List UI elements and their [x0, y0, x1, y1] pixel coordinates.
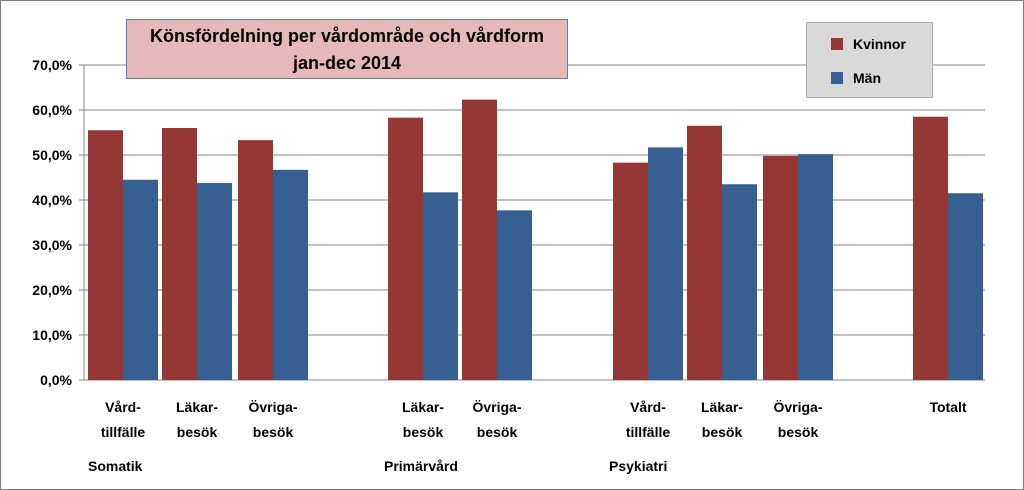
bar-kvinnor: [613, 162, 648, 380]
bar-man: [123, 179, 158, 380]
x-category-label: besök: [702, 424, 743, 440]
y-tick-label: 20,0%: [32, 282, 72, 298]
bar-man: [648, 147, 683, 380]
bar-man: [798, 154, 833, 380]
x-category-label: Totalt: [929, 399, 966, 415]
bar-kvinnor: [388, 117, 423, 381]
chart-subtitle: jan-dec 2014: [292, 53, 402, 73]
bar-kvinnor: [687, 125, 722, 380]
x-group-label: Primärvård: [384, 458, 458, 474]
bar-man: [423, 192, 458, 380]
y-tick-label: 40,0%: [32, 192, 72, 208]
x-category-label: Vård-: [105, 399, 141, 415]
y-tick-label: 50,0%: [32, 147, 72, 163]
x-category-label: Läkar-: [402, 399, 444, 415]
bar-man: [497, 210, 532, 380]
x-group-label: Psykiatri: [609, 458, 667, 474]
bar-man: [197, 182, 232, 380]
x-category-label: Läkar-: [176, 399, 218, 415]
x-category-label: Övriga-: [248, 399, 297, 415]
bar-man: [948, 193, 983, 380]
y-tick-label: 0,0%: [40, 372, 72, 388]
x-category-label: besök: [778, 424, 819, 440]
legend-label-man: Män: [853, 70, 881, 86]
bar-kvinnor: [162, 128, 197, 380]
y-tick-label: 30,0%: [32, 237, 72, 253]
legend-swatch-man: [831, 72, 843, 84]
x-category-label: Övriga-: [472, 399, 521, 415]
y-tick-label: 10,0%: [32, 327, 72, 343]
chart-title-box: Könsfördelning per vårdområde och vårdfo…: [126, 19, 568, 79]
chart-legend: Kvinnor Män: [806, 22, 933, 98]
bar-kvinnor: [913, 116, 948, 380]
x-group-label: Somatik: [88, 458, 143, 474]
x-category-label: besök: [403, 424, 444, 440]
bar-kvinnor: [88, 130, 123, 380]
bar-kvinnor: [462, 99, 497, 381]
x-category-label: besök: [253, 424, 294, 440]
bar-man: [722, 184, 757, 380]
bar-kvinnor: [238, 140, 273, 380]
x-category-label: Övriga-: [773, 399, 822, 415]
legend-item-kvinnor: Kvinnor: [831, 36, 906, 52]
x-category-label: tillfälle: [101, 424, 146, 440]
x-category-label: tillfälle: [626, 424, 671, 440]
x-category-label: besök: [177, 424, 218, 440]
legend-item-man: Män: [831, 70, 881, 86]
legend-label-kvinnor: Kvinnor: [853, 36, 906, 52]
x-category-label: besök: [477, 424, 518, 440]
bar-kvinnor: [763, 155, 798, 380]
x-category-label: Läkar-: [701, 399, 743, 415]
legend-swatch-kvinnor: [831, 38, 843, 50]
bar-man: [273, 169, 308, 380]
chart-title: Könsfördelning per vårdområde och vårdfo…: [149, 26, 545, 46]
x-category-label: Vård-: [630, 399, 666, 415]
y-tick-label: 70,0%: [32, 57, 72, 73]
y-tick-label: 60,0%: [32, 102, 72, 118]
